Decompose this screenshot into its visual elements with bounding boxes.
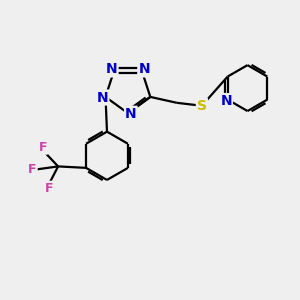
Text: N: N [106,62,118,76]
Text: N: N [220,94,232,108]
Text: N: N [97,91,108,104]
Text: N: N [138,62,150,76]
Text: F: F [38,141,47,154]
Text: N: N [125,107,137,121]
Text: F: F [44,182,53,195]
Text: F: F [28,163,37,176]
Text: S: S [197,99,207,113]
